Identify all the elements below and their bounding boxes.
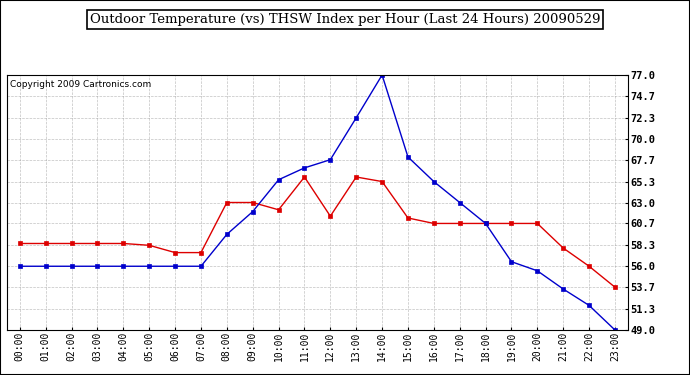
Text: Outdoor Temperature (vs) THSW Index per Hour (Last 24 Hours) 20090529: Outdoor Temperature (vs) THSW Index per … <box>90 13 600 26</box>
Text: Copyright 2009 Cartronics.com: Copyright 2009 Cartronics.com <box>10 80 151 89</box>
